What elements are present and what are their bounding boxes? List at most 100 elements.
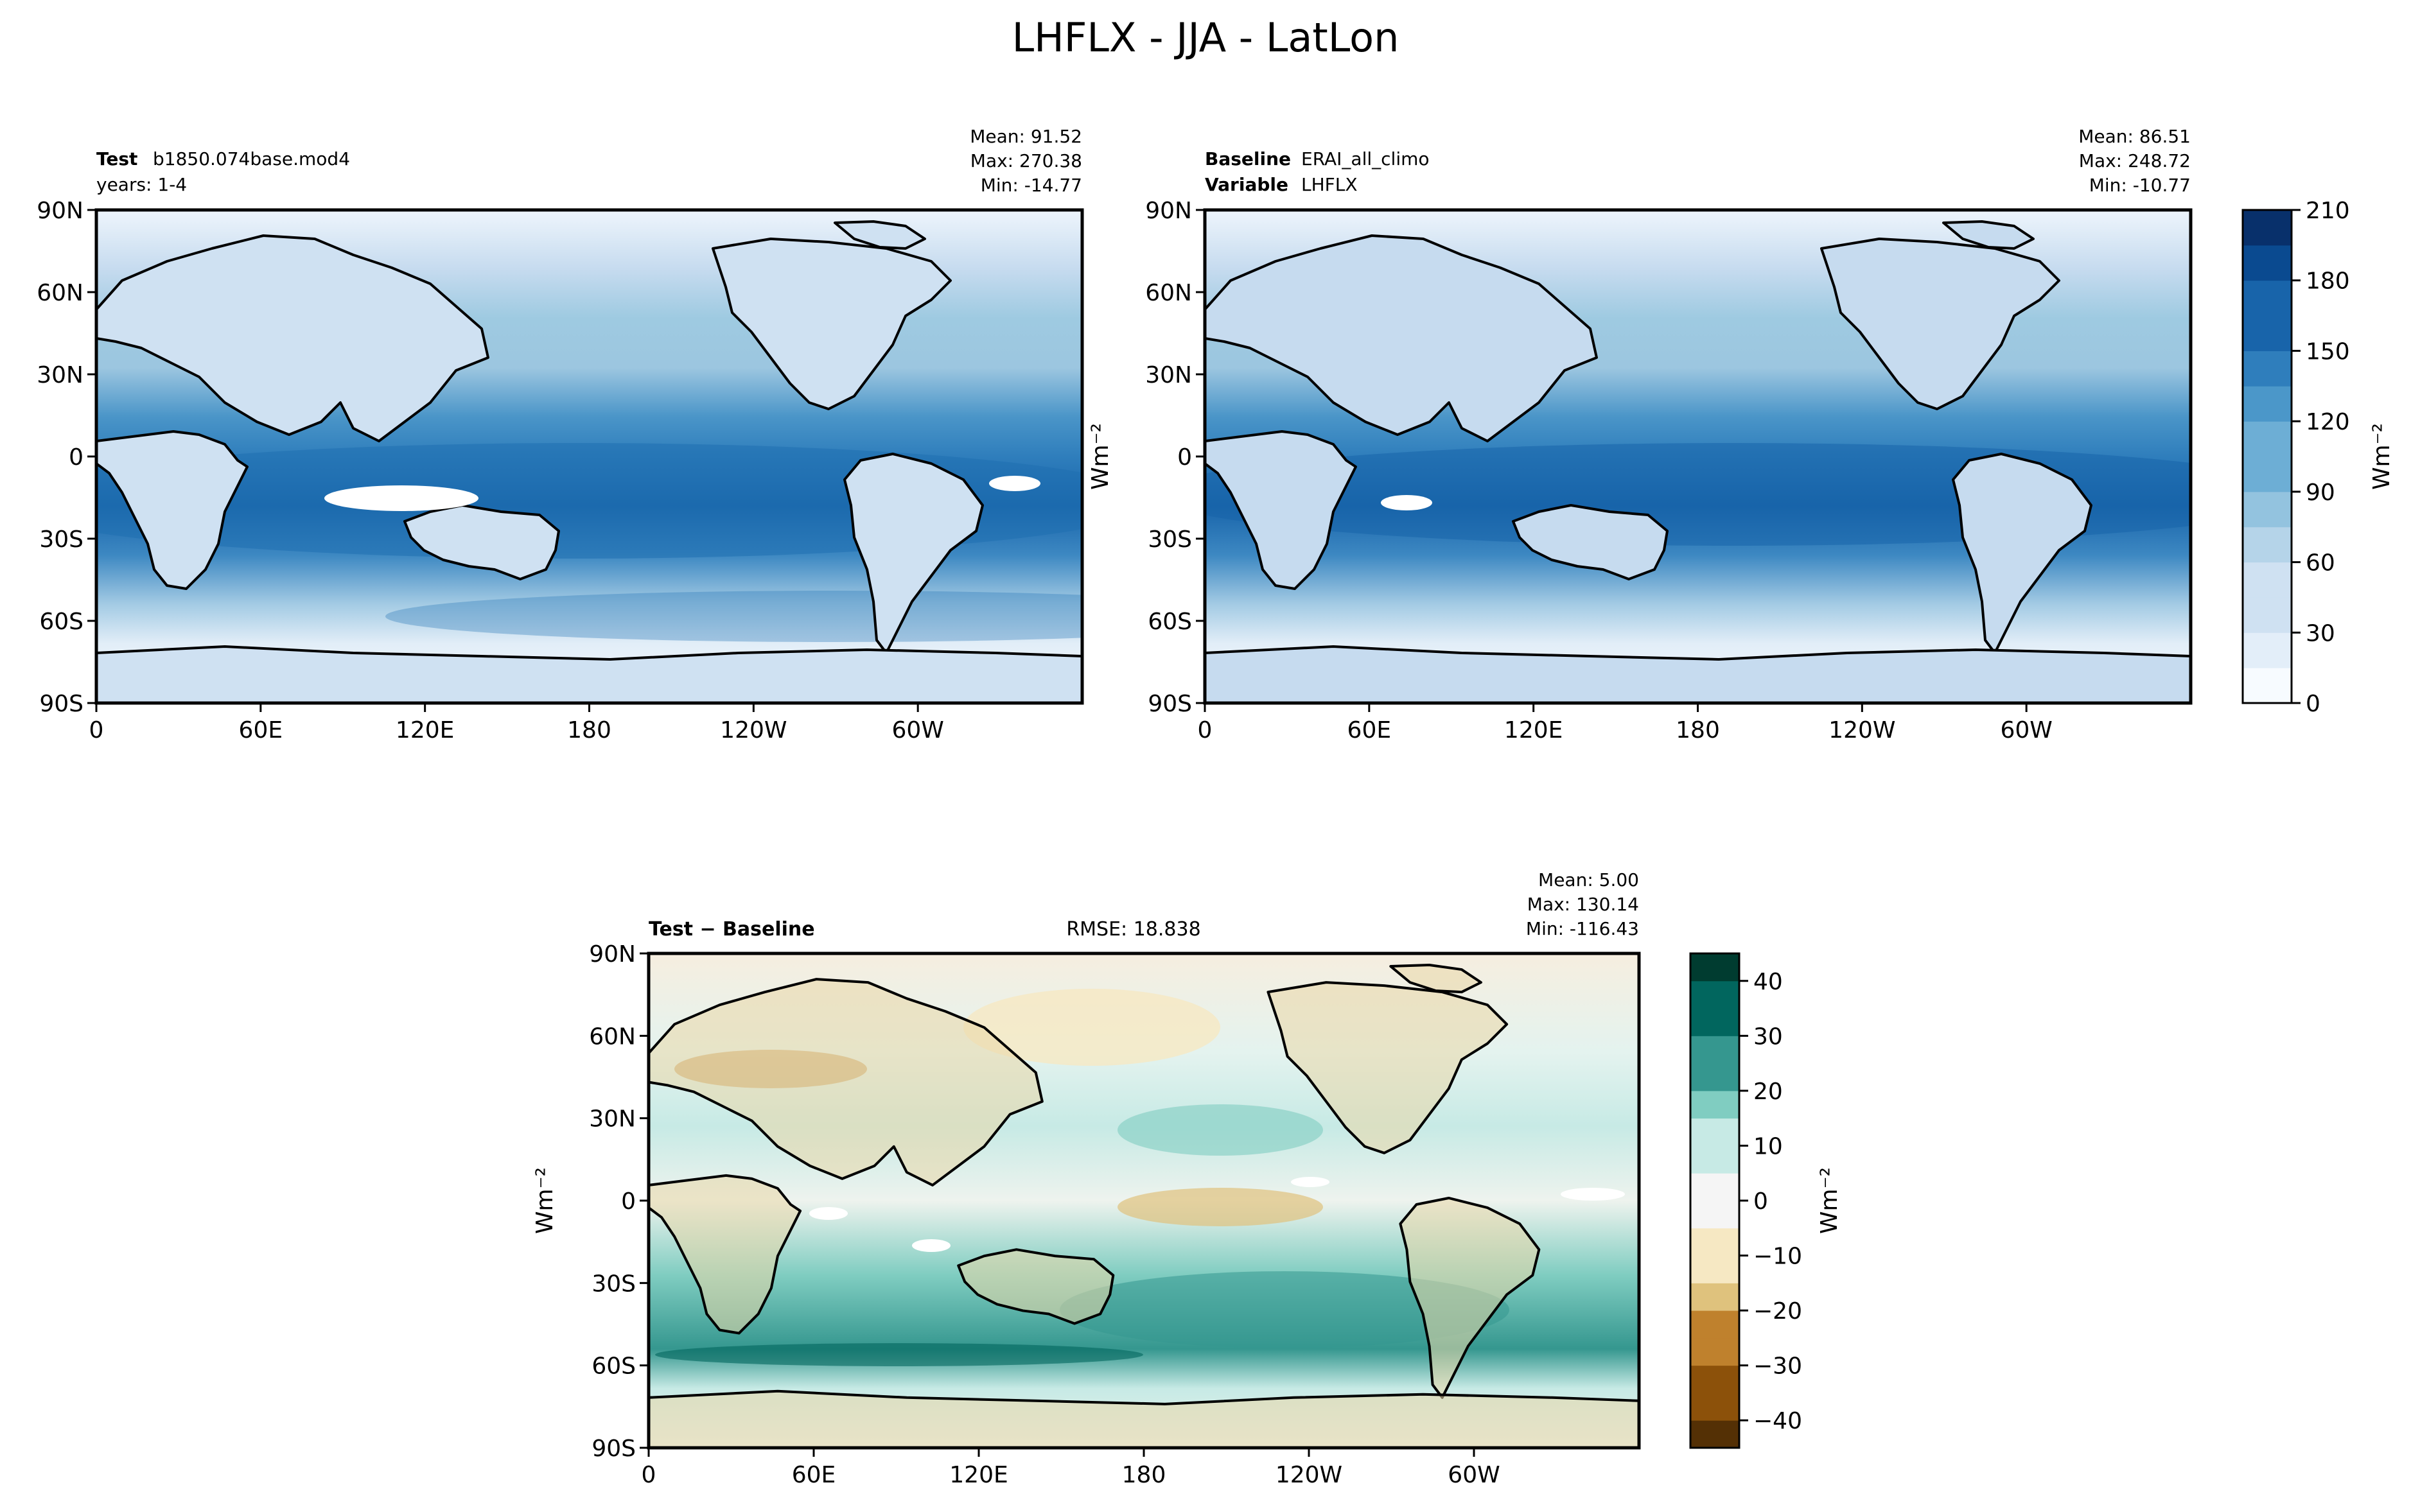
y-tick-label: 30S: [39, 526, 83, 553]
diff-colorbar-tick-label: 0: [1753, 1188, 1768, 1215]
diff-colorbar: 40 30 20 10 0 −10 −20 −30 −40 Wm⁻²: [1689, 952, 1843, 1449]
test-field-band: [96, 443, 1082, 559]
diff-field-blob: [963, 989, 1220, 1066]
main-colorbar: 210 180 150 120 90 60 30 0 Wm⁻²: [2241, 198, 2395, 717]
main-colorbar-band: [2243, 351, 2292, 387]
test-axis-ticks: 0 60E 120E 180 120W 60W 90N 60N 30N 0 30S 60S 90S: [37, 198, 944, 743]
x-tick-label: 120W: [720, 717, 787, 743]
diff-colorbar-ticks: 40 30 20 10 0 −10 −20 −30 −40: [1739, 969, 1802, 1434]
test-panel: Test b1850.074base.mod4 years: 1-4 Mean:…: [37, 126, 1084, 743]
test-label-value: b1850.074base.mod4: [153, 148, 350, 169]
diff-colorbar-tick-label: −20: [1753, 1298, 1802, 1325]
y-tick-label: 90S: [1148, 691, 1192, 717]
diff-axis-ticks: 0 60E 120E 180 120W 60W 90N 60N 30N 0 30S 60S 90S: [589, 941, 1500, 1488]
x-tick-label: 120E: [949, 1462, 1008, 1488]
test-label-bold: Test: [96, 148, 137, 169]
diff-colorbar-tick-label: −10: [1753, 1244, 1802, 1270]
baseline-max: Max: 248.72: [2079, 150, 2191, 171]
y-tick-label: 30N: [37, 362, 83, 388]
diff-colorbar-band: [1690, 953, 1739, 982]
diff-colorbar-band: [1690, 1283, 1739, 1311]
main-colorbar-band: [2243, 668, 2292, 704]
diff-colorbar-band: [1690, 1420, 1739, 1448]
diff-colorbar-band: [1690, 1365, 1739, 1393]
baseline-hole: [1381, 495, 1432, 510]
main-colorbar-tick-label: 90: [2306, 480, 2335, 506]
x-tick-label: 120E: [1504, 717, 1563, 743]
main-colorbar-band: [2243, 597, 2292, 633]
diff-map: [649, 953, 1639, 1448]
x-tick-label: 60W: [891, 717, 943, 743]
x-tick-label: 0: [1198, 717, 1213, 743]
baseline-variable-value: LHFLX: [1301, 174, 1358, 195]
y-tick-label: 90N: [1145, 198, 1192, 224]
y-tick-label: 0: [1177, 444, 1192, 471]
baseline-panel: Baseline ERAI_all_climo Variable LHFLX M…: [1145, 126, 2193, 743]
diff-hole: [912, 1239, 951, 1252]
x-tick-label: 60E: [792, 1462, 836, 1488]
test-hole: [989, 476, 1040, 491]
test-hole: [324, 485, 478, 511]
main-colorbar-tick-label: 60: [2306, 550, 2335, 577]
diff-max: Max: 130.14: [1527, 894, 1639, 915]
diff-hole: [1291, 1177, 1329, 1187]
x-tick-label: 180: [1676, 717, 1720, 743]
main-colorbar-tick-label: 180: [2306, 268, 2350, 295]
main-colorbar-band: [2243, 210, 2292, 246]
diff-colorbar-band: [1690, 1173, 1739, 1201]
diff-colorbar-band: [1690, 1090, 1739, 1119]
diff-colorbar-tick-label: 20: [1753, 1079, 1783, 1105]
test-years: years: 1-4: [96, 174, 187, 195]
y-tick-label: 90S: [39, 691, 83, 717]
diff-label: Test − Baseline: [649, 918, 815, 941]
y-tick-label: 30S: [1148, 526, 1192, 553]
main-colorbar-tick-label: 210: [2306, 198, 2350, 224]
x-tick-label: 120W: [1828, 717, 1895, 743]
main-colorbar-tick-label: 150: [2306, 338, 2350, 365]
x-tick-label: 180: [1122, 1462, 1166, 1488]
diff-field-blob: [1118, 1188, 1323, 1226]
side-units-label: Wm⁻²: [1087, 423, 1114, 490]
main-colorbar-label: Wm⁻²: [2369, 423, 2395, 490]
y-tick-label: 30N: [589, 1106, 636, 1133]
x-tick-label: 60W: [2000, 717, 2052, 743]
diff-hole: [1561, 1188, 1625, 1201]
x-tick-label: 60W: [1448, 1462, 1500, 1488]
diff-hole: [809, 1207, 848, 1220]
y-tick-label: 30N: [1145, 362, 1192, 388]
baseline-min: Min: -10.77: [2089, 175, 2191, 196]
diff-field-blob: [655, 1343, 1143, 1366]
main-colorbar-band: [2243, 315, 2292, 351]
diff-colorbar-band: [1690, 980, 1739, 1009]
diff-min: Min: -116.43: [1526, 918, 1639, 939]
diff-colorbar-band: [1690, 1118, 1739, 1146]
figure-title: LHFLX - JJA - LatLon: [1012, 14, 1399, 61]
diff-colorbar-band: [1690, 1310, 1739, 1339]
y-tick-label: 60N: [1145, 280, 1192, 306]
baseline-label-value: ERAI_all_climo: [1301, 148, 1430, 169]
y-tick-label: 90S: [592, 1436, 636, 1462]
x-tick-label: 120W: [1276, 1462, 1342, 1488]
main-colorbar-band: [2243, 245, 2292, 281]
y-tick-label: 60N: [589, 1023, 636, 1050]
main-colorbar-ticks: 210 180 150 120 90 60 30 0: [2292, 198, 2350, 717]
diff-colorbar-band: [1690, 1255, 1739, 1283]
diff-mean: Mean: 5.00: [1538, 869, 1639, 891]
y-tick-label: 90N: [589, 941, 636, 968]
main-colorbar-bands: [2243, 210, 2292, 704]
diff-field-blob: [1060, 1271, 1509, 1348]
y-tick-label: 60S: [592, 1353, 636, 1380]
x-tick-label: 60E: [1347, 717, 1392, 743]
x-tick-label: 0: [89, 717, 104, 743]
diff-colorbar-tick-label: 30: [1753, 1023, 1783, 1050]
main-colorbar-tick-label: 120: [2306, 409, 2350, 435]
main-colorbar-band: [2243, 491, 2292, 528]
baseline-mean: Mean: 86.51: [2078, 126, 2191, 147]
diff-colorbar-band: [1690, 1337, 1739, 1366]
diff-side-units-label: Wm⁻²: [532, 1167, 558, 1234]
y-tick-label: 0: [621, 1188, 636, 1215]
baseline-map: [1205, 210, 2191, 703]
x-tick-label: 0: [642, 1462, 656, 1488]
main-colorbar-band: [2243, 456, 2292, 492]
